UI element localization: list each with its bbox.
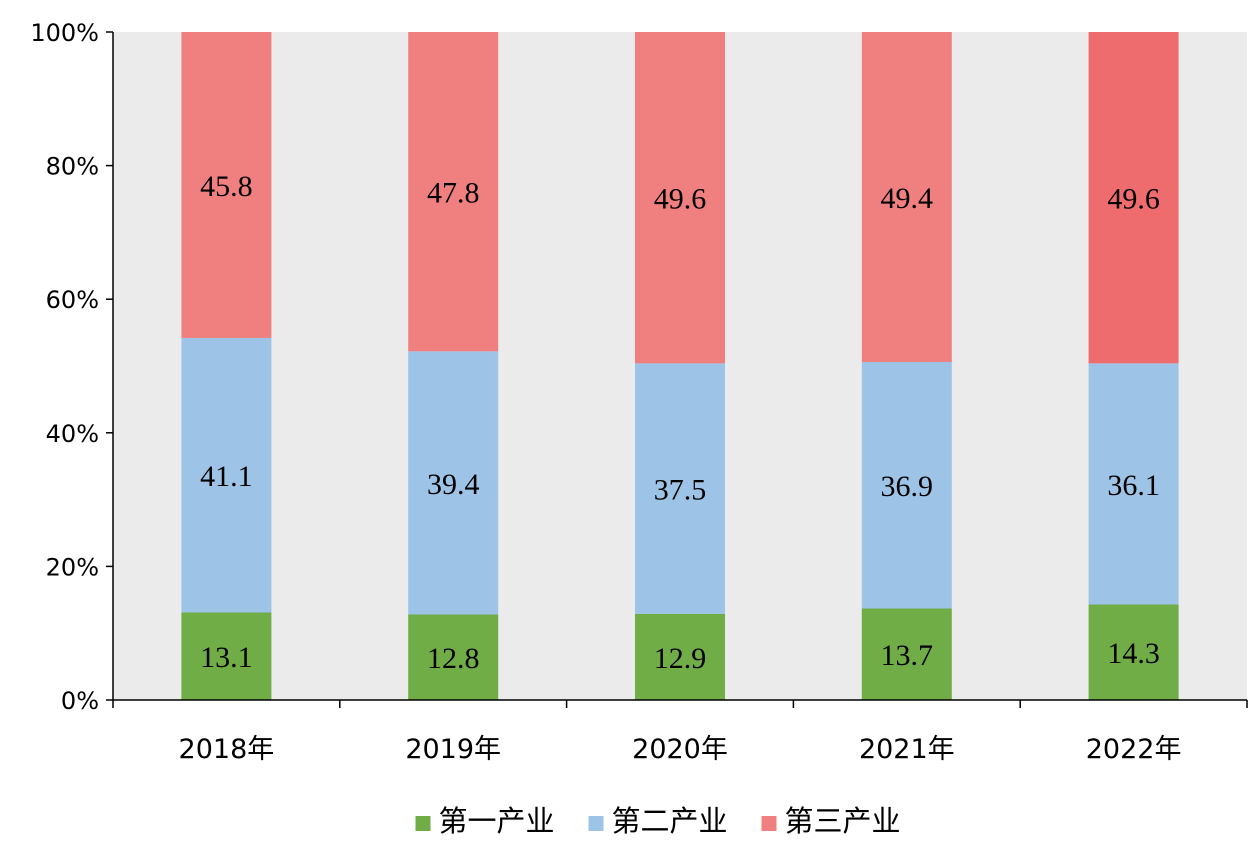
data-label: 13.1 — [200, 641, 253, 674]
bar-segment — [635, 613, 725, 700]
bar-segment — [1088, 363, 1179, 605]
data-label: 14.3 — [1107, 637, 1160, 670]
bar-segment — [1088, 32, 1179, 364]
bar-segment — [861, 361, 952, 609]
legend-swatch — [415, 816, 431, 831]
bar-segment — [408, 351, 499, 615]
data-label: 36.9 — [881, 470, 934, 503]
y-tick-label: 100% — [30, 19, 99, 47]
legend-label: 第一产业 — [439, 804, 555, 838]
data-label: 49.6 — [1107, 183, 1160, 216]
bar-segment — [181, 32, 272, 338]
y-tick-label: 40% — [46, 420, 99, 448]
data-label: 47.8 — [427, 177, 480, 210]
data-label: 12.9 — [654, 642, 707, 675]
x-tick-label: 2022年 — [1086, 734, 1182, 765]
x-tick-label: 2020年 — [632, 734, 728, 765]
bar-segment — [181, 337, 272, 613]
bar-segment — [635, 32, 725, 364]
y-tick-label: 60% — [46, 286, 99, 314]
legend-label: 第三产业 — [785, 804, 901, 838]
x-tick-label: 2019年 — [405, 734, 501, 765]
bar-segment — [861, 608, 952, 700]
data-label: 12.8 — [427, 642, 480, 675]
data-label: 45.8 — [200, 170, 253, 203]
data-label: 13.7 — [881, 639, 934, 672]
y-tick-label: 80% — [46, 153, 99, 181]
legend-swatch — [761, 816, 777, 831]
bar-segment — [181, 612, 272, 700]
data-label: 37.5 — [654, 474, 707, 507]
bar-segment — [861, 32, 952, 362]
bar-segment — [408, 32, 499, 352]
bar-segment — [408, 614, 499, 700]
bar-segment — [635, 363, 725, 614]
data-label: 39.4 — [427, 468, 480, 501]
y-tick-label: 20% — [46, 553, 99, 581]
x-tick-label: 2021年 — [859, 734, 955, 765]
data-label: 49.4 — [881, 182, 934, 215]
bar-segment — [1088, 604, 1179, 700]
legend-label: 第二产业 — [612, 804, 728, 838]
data-label: 49.6 — [654, 183, 707, 216]
y-tick-label: 0% — [61, 687, 99, 715]
data-label: 36.1 — [1107, 469, 1160, 502]
x-tick-label: 2018年 — [179, 734, 275, 765]
data-label: 41.1 — [200, 460, 253, 493]
legend-swatch — [588, 816, 604, 831]
